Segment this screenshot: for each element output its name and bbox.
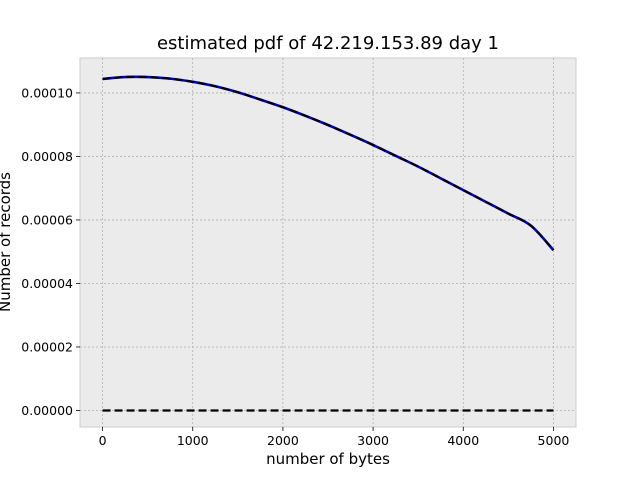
x-tick-label: 0 bbox=[99, 433, 107, 448]
plot-area bbox=[79, 57, 577, 428]
x-tick-label: 2000 bbox=[267, 433, 299, 448]
series-line-2 bbox=[102, 75, 555, 251]
y-tick-label: 0.00010 bbox=[21, 85, 73, 100]
y-tick-label: 0.00006 bbox=[21, 212, 73, 227]
x-axis-label: number of bytes bbox=[266, 450, 390, 468]
x-tick-label: 1000 bbox=[177, 433, 209, 448]
x-tick-label: 3000 bbox=[357, 433, 389, 448]
y-tick-label: 0.00000 bbox=[21, 403, 73, 418]
y-axis-label: Number of records bbox=[0, 172, 14, 312]
x-tick-label: 5000 bbox=[538, 433, 570, 448]
y-tick-label: 0.00004 bbox=[21, 276, 73, 291]
y-tick-label: 0.00008 bbox=[21, 149, 73, 164]
y-tick-label: 0.00002 bbox=[21, 339, 73, 354]
chart-title: estimated pdf of 42.219.153.89 day 1 bbox=[157, 33, 499, 54]
series-layer bbox=[102, 75, 555, 412]
x-axis-ticks: 0 1000 2000 3000 4000 5000 bbox=[99, 427, 570, 448]
y-axis-ticks: 0.00000 0.00002 0.00004 0.00006 0.00008 0.000… bbox=[21, 85, 80, 418]
x-tick-label: 4000 bbox=[447, 433, 479, 448]
